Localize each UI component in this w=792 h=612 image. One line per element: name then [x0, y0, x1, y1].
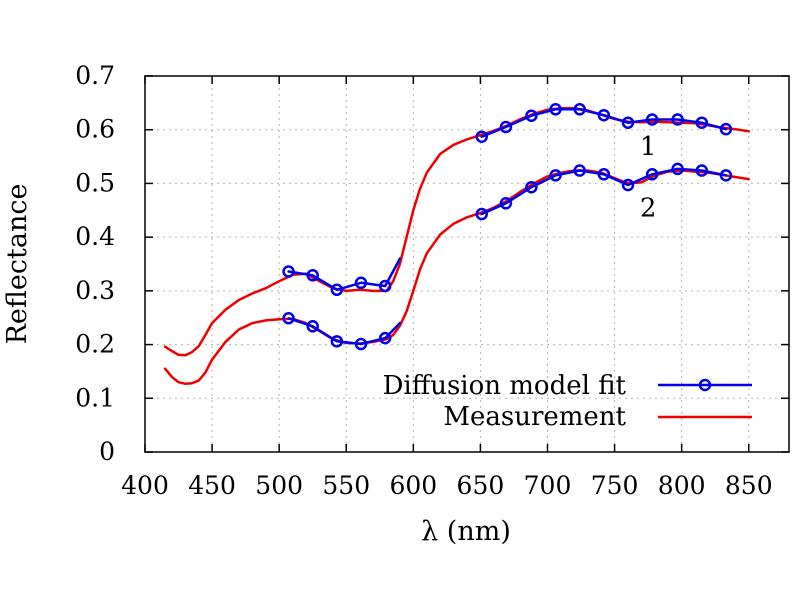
fit-marker-curve-2	[282, 312, 295, 325]
y-tick-label: 0.7	[75, 61, 115, 90]
fit-marker-curve-1	[549, 103, 562, 116]
measurement-line-curve-2	[163, 169, 751, 386]
fit-marker-curve-1	[597, 108, 611, 122]
x-tick-label: 800	[658, 471, 706, 500]
x-tick-label: 500	[255, 471, 303, 500]
fit-marker-curve-2	[378, 331, 392, 345]
curve-label-2: 2	[640, 194, 657, 224]
x-tick-label: 750	[591, 471, 639, 500]
axis-ticks	[144, 75, 789, 453]
fit-marker-curve-1	[573, 103, 586, 116]
fit-marker-curve-2	[525, 180, 538, 194]
fit-marker-curve-2	[573, 164, 586, 177]
fit-marker-curve-1	[525, 109, 538, 122]
fit-line-curve-1	[287, 257, 402, 292]
fit-marker-curve-2	[499, 197, 513, 210]
fit-marker-curve-2	[621, 178, 635, 192]
fit-marker-curve-1	[645, 113, 659, 126]
y-tick-labels: 0 0.1 0.2 0.3 0.4 0.5 0.6 0.7	[75, 61, 115, 466]
legend: Diffusion model fit Measurement	[383, 371, 752, 432]
measurement-curves	[163, 106, 751, 386]
fit-marker-curve-1	[671, 113, 684, 126]
x-tick-label: 850	[725, 471, 773, 500]
legend-marker-fit	[698, 378, 712, 392]
y-tick-label: 0.5	[75, 168, 115, 197]
fit-marker-curve-1	[695, 116, 709, 129]
x-tick-label: 600	[389, 471, 437, 500]
fit-marker-curve-2	[330, 335, 344, 348]
fit-marker-curve-2	[671, 162, 684, 176]
fit-marker-curve-1	[354, 276, 368, 290]
fit-marker-curve-2	[645, 168, 659, 181]
fit-marker-curve-1	[378, 279, 392, 293]
fit-marker-curve-1	[330, 283, 344, 297]
x-tick-label: 450	[188, 471, 236, 500]
fit-marker-curve-2	[719, 169, 733, 182]
fit-line-curve-2	[480, 167, 728, 216]
y-tick-label: 0.4	[75, 222, 115, 251]
fit-marker-curve-1	[475, 130, 489, 143]
legend-label-fit: Diffusion model fit	[383, 371, 627, 401]
fit-marker-curve-2	[695, 164, 709, 177]
fit-marker-curve-1	[306, 269, 319, 282]
x-tick-label: 550	[322, 471, 370, 500]
x-tick-label: 400	[121, 471, 169, 500]
y-tick-label: 0	[99, 437, 115, 466]
fit-marker-curve-1	[621, 116, 635, 129]
curve-label-1: 1	[640, 132, 657, 162]
grid-lines	[145, 76, 789, 452]
fit-markers	[282, 103, 733, 351]
fit-marker-curve-1	[499, 120, 513, 134]
fit-marker-curve-2	[354, 337, 368, 351]
measurement-line-curve-1	[163, 106, 751, 357]
y-tick-label: 0.1	[75, 383, 115, 412]
y-tick-label: 0.2	[75, 330, 115, 359]
x-axis-label: λ (nm)	[421, 516, 511, 547]
y-tick-label: 0.6	[75, 115, 115, 144]
legend-label-measurement: Measurement	[443, 402, 626, 432]
fit-marker-curve-2	[306, 320, 319, 333]
fit-marker-curve-1	[282, 265, 295, 278]
fit-marker-curve-2	[475, 207, 489, 221]
x-tick-label: 650	[457, 471, 505, 500]
fit-line-curve-1	[480, 108, 728, 138]
y-axis-label: Reflectance	[2, 184, 33, 345]
x-tick-label: 700	[524, 471, 572, 500]
fit-curves	[287, 108, 728, 346]
fit-marker-curve-2	[549, 169, 562, 182]
fit-marker-curve-2	[597, 168, 611, 181]
y-tick-label: 0.3	[75, 276, 115, 305]
plot-frame	[144, 75, 790, 453]
fit-marker-curve-1	[719, 122, 733, 136]
x-tick-labels: 400 450 500 550 600 650 700 750 800 850	[121, 471, 772, 500]
